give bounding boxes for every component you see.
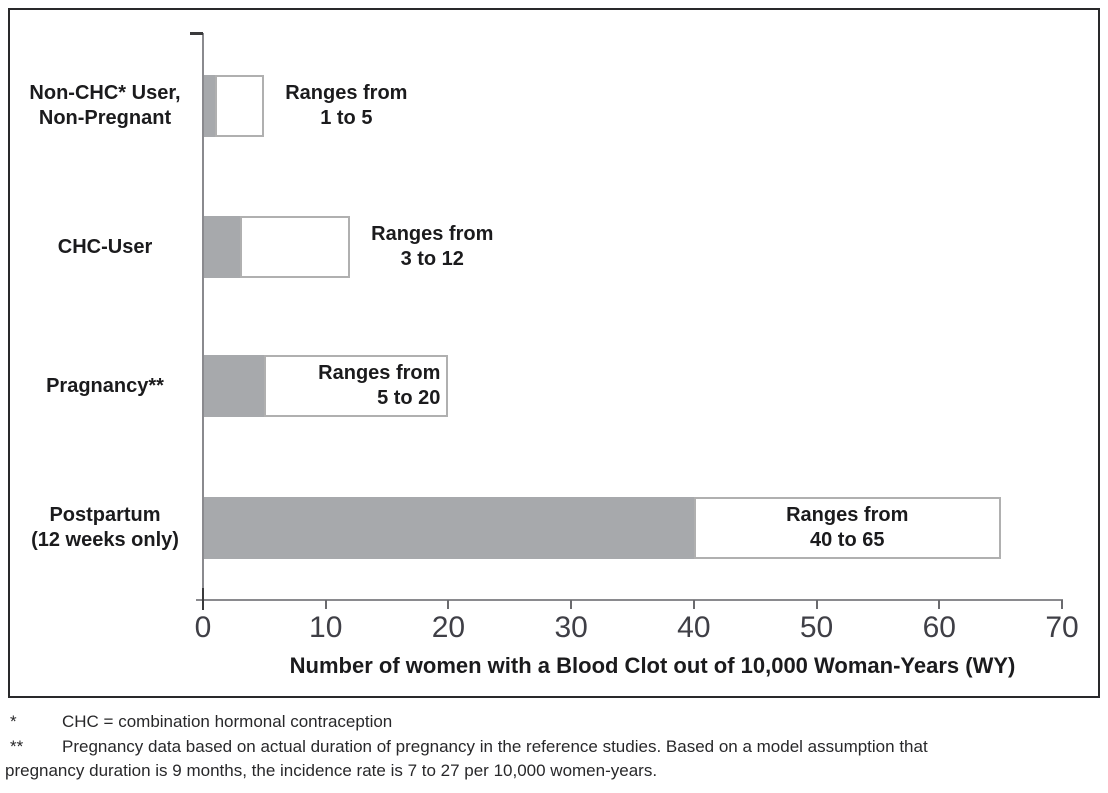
x-axis-title: Number of women with a Blood Clot out of… — [289, 653, 1016, 678]
footnote-text: CHC = combination hormonal contraception — [62, 712, 393, 731]
x-axis-tick-label: 10 — [309, 611, 343, 644]
bar-solid-segment — [204, 497, 694, 559]
bar-solid-segment — [204, 355, 265, 417]
x-axis-tick-label: 40 — [677, 611, 711, 644]
x-axis-tick-label: 30 — [554, 611, 588, 644]
x-axis-tick-label: 0 — [194, 611, 212, 644]
x-axis-tick — [324, 600, 327, 609]
bar-range-annotation: Ranges from 3 to 12 — [371, 223, 494, 270]
bar-range-annotation: Ranges from 5 to 20 — [318, 362, 441, 409]
x-axis-tick — [938, 600, 941, 609]
x-axis-tick — [692, 600, 695, 609]
chart-frame — [8, 8, 1100, 698]
x-axis-tick-label: 70 — [1045, 611, 1079, 644]
footnote-marker: ** — [10, 737, 24, 756]
bar-open-segment — [264, 355, 449, 417]
x-axis-tick — [815, 600, 818, 609]
bar-open-segment — [693, 497, 1001, 559]
x-axis-tick — [202, 588, 204, 610]
x-axis-tick — [1061, 600, 1063, 609]
x-axis-tick-label: 60 — [922, 611, 956, 644]
category-label: Postpartum (12 weeks only) — [31, 504, 179, 551]
x-axis-tick — [570, 600, 573, 609]
bar-range-annotation: Ranges from 40 to 65 — [786, 504, 909, 551]
category-label: CHC-User — [57, 235, 153, 258]
x-axis-tick-label: 50 — [799, 611, 834, 644]
x-axis-tick-label: 20 — [431, 611, 466, 644]
x-axis-tick — [447, 600, 450, 609]
footnote-text: pregnancy duration is 9 months, the inci… — [5, 761, 658, 780]
footnote-marker: * — [10, 712, 17, 731]
x-axis-line — [196, 599, 1063, 601]
bar-open-segment — [215, 75, 265, 137]
y-axis-line — [202, 33, 204, 600]
category-label: Pragnancy** — [46, 374, 164, 397]
bar-open-segment — [239, 216, 351, 278]
y-axis-top-tick — [190, 32, 203, 35]
category-label: Non-CHC* User, Non-Pregnant — [29, 82, 181, 129]
bar-range-annotation: Ranges from 1 to 5 — [285, 82, 408, 129]
bar-solid-segment — [204, 216, 240, 278]
footnote-text: Pregnancy data based on actual duration … — [62, 737, 928, 756]
bar-solid-segment — [204, 75, 216, 137]
